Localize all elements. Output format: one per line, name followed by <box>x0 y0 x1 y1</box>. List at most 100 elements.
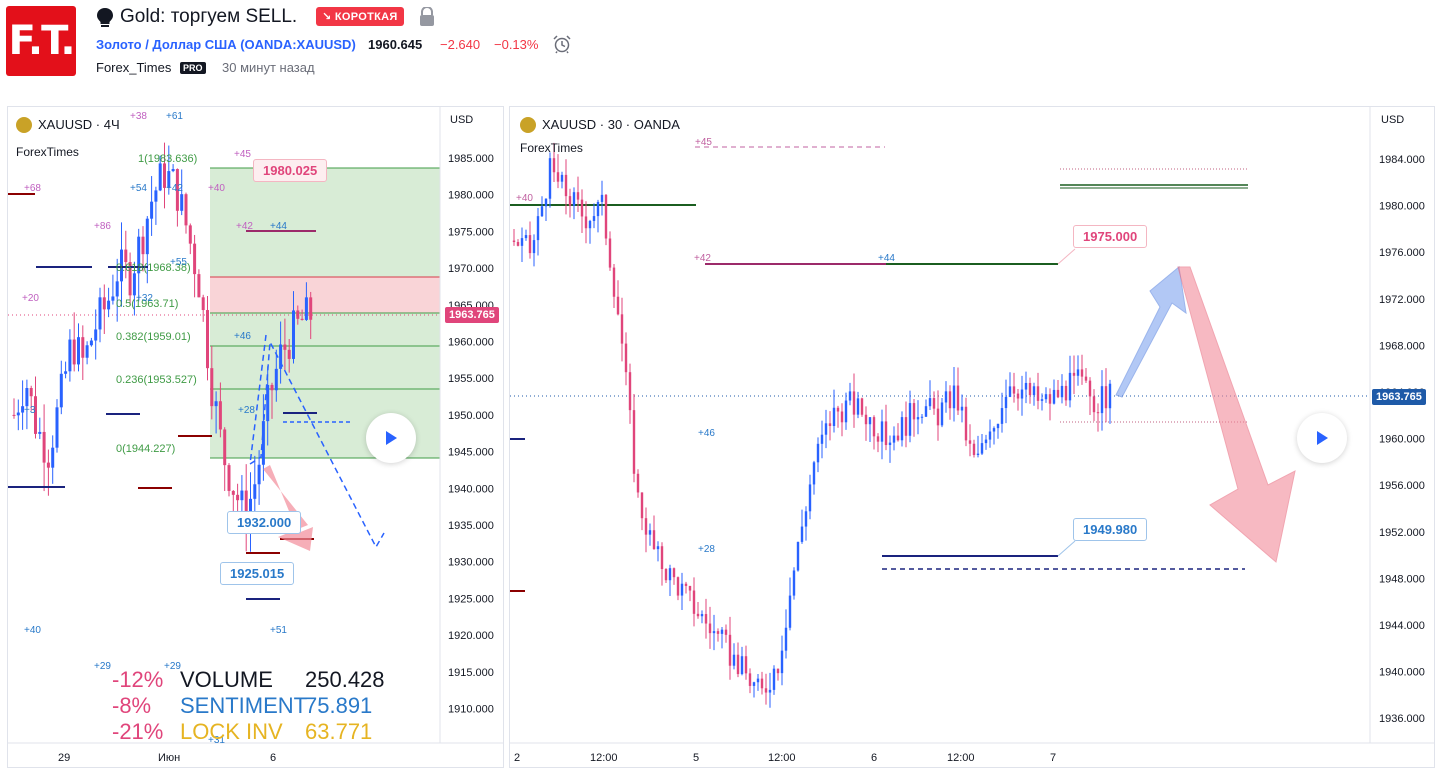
left-candle-body <box>223 429 227 466</box>
left-y-tick: 1925.000 <box>448 593 494 605</box>
right-y-tick: 1960.000 <box>1379 434 1425 446</box>
right-y-tick: 1984.000 <box>1379 154 1425 166</box>
right-candle-body <box>1060 385 1064 398</box>
right-candle-body <box>732 654 736 666</box>
logo-text: F.T. <box>8 18 75 64</box>
right-candle-body <box>836 407 840 412</box>
gold-coin-icon <box>520 117 536 133</box>
right-callout-1949: 1949.980 <box>1073 518 1148 541</box>
right-candle-body <box>512 240 516 243</box>
right-candle-body <box>752 682 756 686</box>
author-logo[interactable]: F.T. <box>6 6 76 76</box>
left-candle-body <box>72 339 76 365</box>
left-callout-1932: 1932.000 <box>227 511 302 534</box>
right-candle-body <box>928 398 932 407</box>
left-candle-body <box>21 406 25 413</box>
right-candle-body <box>884 421 888 446</box>
right-y-tick: 1940.000 <box>1379 667 1425 679</box>
right-candle-body <box>532 240 536 254</box>
right-candle-body <box>720 629 724 634</box>
left-currency-label: USD <box>450 114 474 126</box>
left-candle-body <box>240 490 244 501</box>
left-candle-body <box>29 387 33 397</box>
left-annotation: +28 <box>238 405 255 416</box>
right-annotation: +46 <box>698 428 715 439</box>
left-candle-body <box>292 310 295 359</box>
right-chart-canvas[interactable]: 1984.000 1980.000 1976.000 1972.000 1968.000… <box>510 107 1435 768</box>
left-annotation: +54 <box>130 183 147 194</box>
right-annotation: +42 <box>694 253 711 264</box>
left-candle-body <box>167 171 171 188</box>
right-candle-body <box>1096 412 1100 414</box>
right-y-tick: 1976.000 <box>1379 247 1425 259</box>
left-play-button[interactable] <box>366 413 416 463</box>
left-candle-body <box>154 190 158 202</box>
right-candle-body <box>564 174 568 197</box>
right-candle-body <box>820 434 824 444</box>
left-candle-body <box>214 401 218 407</box>
right-candle-body <box>628 372 632 411</box>
left-candle-body <box>287 349 291 359</box>
left-candle-body <box>274 368 278 391</box>
stat-label-lock-inv: LOCK INV <box>180 719 283 744</box>
right-candle-body <box>1092 396 1096 413</box>
right-play-button[interactable] <box>1297 413 1347 463</box>
right-candle-body <box>908 403 912 436</box>
left-candle-body <box>89 340 93 346</box>
symbol-link[interactable]: Золото / Доллар США (OANDA:XAUUSD) <box>96 37 356 52</box>
right-candle-body <box>1080 369 1084 377</box>
right-candle-body <box>780 650 784 674</box>
alarm-clock-icon[interactable] <box>552 34 572 54</box>
left-y-tick: 1960.000 <box>448 337 494 349</box>
right-candle-body <box>1044 394 1048 400</box>
right-candle-body <box>800 526 804 542</box>
right-candle-body <box>664 569 668 581</box>
left-candle-body <box>206 310 209 369</box>
left-x-tick: Июн <box>158 752 180 764</box>
left-annotation: +38 <box>130 111 147 122</box>
right-candle-body <box>776 668 780 674</box>
left-watermark: ForexTimes <box>16 145 79 159</box>
right-candle-body <box>588 220 592 229</box>
right-candle-body <box>888 442 892 446</box>
left-candle-body <box>34 396 37 434</box>
stat-value-sentiment: 75.891 <box>305 693 373 718</box>
right-callout-1975: 1975.000 <box>1073 225 1148 248</box>
left-annotation: +51 <box>270 625 287 636</box>
right-candle-body <box>988 431 992 440</box>
right-candle-body <box>972 443 976 455</box>
author-name[interactable]: Forex_Times <box>96 60 172 75</box>
left-candle-body <box>279 344 283 369</box>
left-candle-body <box>98 297 102 330</box>
fib-label: 0.618(1968.38) <box>116 262 191 274</box>
gold-coin-icon <box>16 117 32 133</box>
right-chart-panel[interactable]: 1984.000 1980.000 1976.000 1972.000 1968.000… <box>509 106 1435 768</box>
right-candle-body <box>684 583 688 586</box>
right-x-tick: 2 <box>514 752 520 764</box>
right-x-tick: 12:00 <box>947 752 975 764</box>
left-chart-canvas[interactable]: 1985.0001980.0001975.0001970.0001965.000… <box>8 107 504 768</box>
right-annotation: +44 <box>878 253 895 264</box>
right-y-tick: 1972.000 <box>1379 294 1425 306</box>
left-candle-body <box>77 337 80 365</box>
left-candle-body <box>64 371 68 374</box>
right-candle-body <box>772 668 776 690</box>
left-annotation: +55 <box>170 257 187 268</box>
left-candle-body <box>132 273 136 296</box>
right-watermark: ForexTimes <box>520 141 583 155</box>
left-annotation: +42 <box>166 183 183 194</box>
left-last-price-tag: 1963.765 <box>445 307 499 323</box>
right-currency-label: USD <box>1381 114 1405 126</box>
right-candle-body <box>740 656 744 675</box>
right-candle-body <box>796 541 800 571</box>
left-candle-body <box>175 169 179 211</box>
left-candle-body <box>111 296 115 301</box>
right-candle-body <box>768 689 772 693</box>
right-candle-body <box>696 613 700 617</box>
right-candle-body <box>1100 386 1104 414</box>
left-chart-panel[interactable]: 1985.000 1980.000 1975.000 1970.000 1965.000… <box>7 106 504 768</box>
right-candle-body <box>940 402 944 426</box>
left-candle-body <box>266 384 270 422</box>
right-candle-body <box>728 634 732 666</box>
left-candle-body <box>201 297 205 311</box>
